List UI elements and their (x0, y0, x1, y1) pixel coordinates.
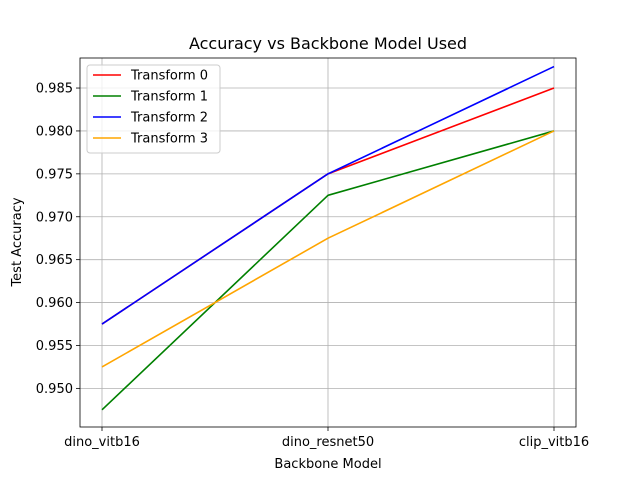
x-tick-label: dino_vitb16 (64, 435, 140, 450)
series-lines (101, 65, 555, 411)
y-tick-label: 0.960 (36, 296, 73, 311)
x-tick-label: clip_vitb16 (519, 435, 589, 450)
series-line-2 (101, 65, 555, 325)
y-tick-label: 0.975 (36, 167, 73, 182)
y-axis-label: Test Accuracy (10, 197, 25, 287)
legend-frame (86, 64, 221, 154)
series-line-3 (101, 130, 555, 368)
legend: Transform 0 Transform 1 Transform 2 Transfo… (86, 64, 221, 154)
x-axis-ticks: dino_vitb16 dino_resnet50 clip_vitb16 (64, 427, 589, 450)
y-tick-label: 0.980 (36, 124, 73, 139)
y-tick-label: 0.965 (36, 253, 73, 268)
legend-entry-0: Transform 0 (130, 69, 208, 84)
y-axis-ticks: 0.950 0.955 0.960 0.965 0.970 0.975 0.980 0.985 (36, 82, 80, 397)
series-line-1 (101, 130, 555, 411)
legend-entry-2: Transform 2 (130, 111, 208, 126)
x-axis-label: Backbone Model (274, 457, 381, 472)
y-tick-label: 0.970 (36, 210, 73, 225)
y-tick-label: 0.955 (36, 339, 73, 354)
y-tick-label: 0.985 (36, 82, 73, 97)
y-tick-label: 0.950 (36, 382, 73, 397)
chart-title: Accuracy vs Backbone Model Used (189, 34, 467, 53)
legend-entry-3: Transform 3 (130, 132, 208, 147)
legend-entry-1: Transform 1 (130, 90, 208, 105)
x-tick-label: dino_resnet50 (282, 435, 374, 450)
